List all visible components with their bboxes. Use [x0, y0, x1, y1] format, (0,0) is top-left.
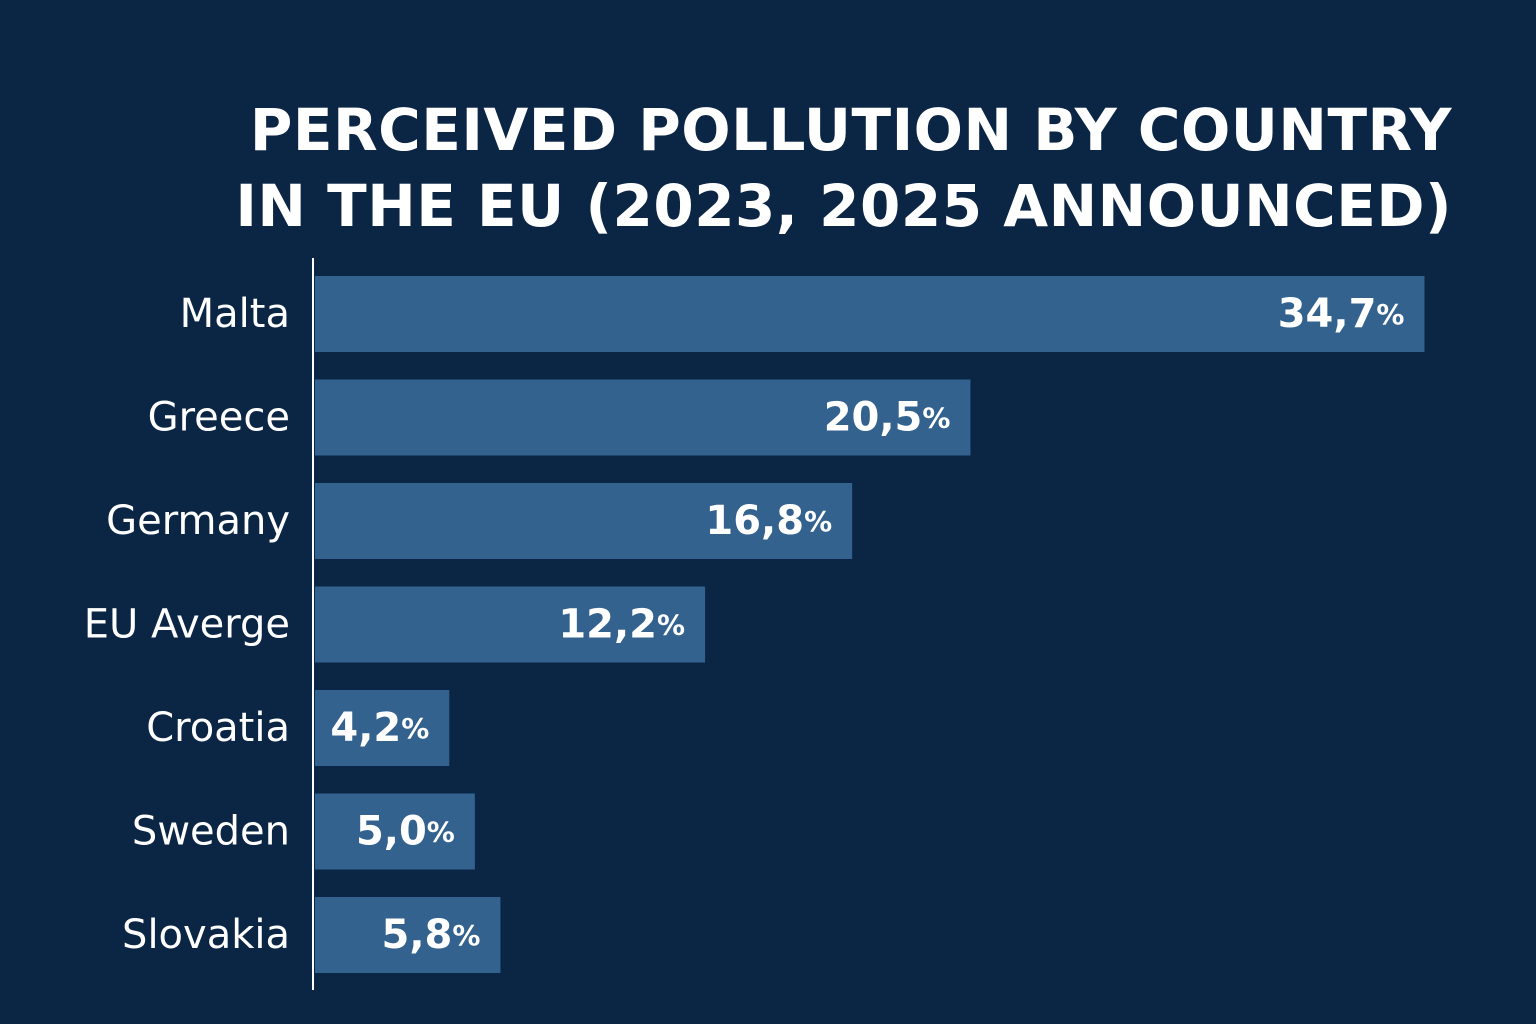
bar-malta [315, 276, 1425, 352]
chart-title-line-2: IN THE EU (2023, 2025 ANNOUNCED) [235, 172, 1452, 240]
bar-greece [315, 379, 971, 456]
value-label: 5,8% [382, 912, 481, 958]
bar-germany [315, 483, 853, 559]
value-label: 20,5% [824, 395, 951, 441]
category-label: Malta [180, 291, 290, 337]
category-label: Germany [106, 498, 290, 544]
bars-group [315, 276, 1425, 973]
category-label: Sweden [132, 809, 290, 855]
category-label: Greece [148, 395, 290, 441]
category-label: Croatia [146, 705, 290, 751]
value-label: 34,7% [1278, 291, 1405, 337]
category-label: EU Averge [84, 602, 290, 648]
chart-title-line-1: PERCEIVED POLLUTION BY COUNTRY [249, 96, 1452, 164]
value-labels-group: 34,7% 20,5% 16,8% 12,2% 4,2% 5,0% 5,8% [330, 291, 1404, 958]
bar-croatia [315, 690, 450, 766]
bar-slovakia [315, 897, 501, 973]
bar-sweden [315, 793, 475, 870]
category-labels-group: Malta Greece Germany EU Averge Croatia Sweden… [84, 291, 290, 958]
value-label: 5,0% [356, 809, 455, 855]
value-label: 16,8% [705, 498, 832, 544]
bar-eu-averge [315, 586, 706, 663]
value-label: 4,2% [330, 705, 429, 751]
value-label: 12,2% [558, 602, 685, 648]
chart-title: PERCEIVED POLLUTION BY COUNTRY IN THE EU… [152, 92, 1452, 244]
category-label: Slovakia [122, 912, 290, 958]
